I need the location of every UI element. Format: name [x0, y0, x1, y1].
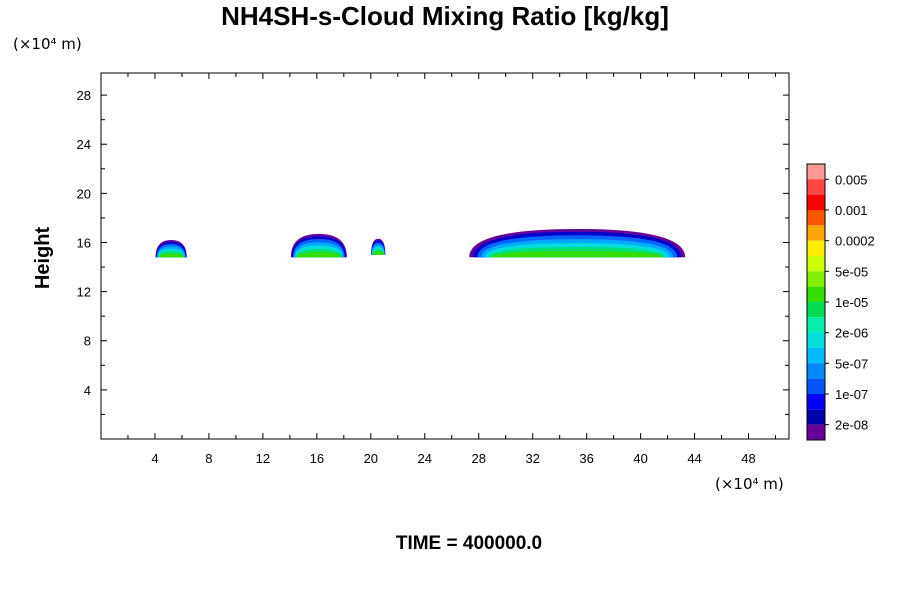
colorbar-label: 1e-07 — [835, 387, 868, 402]
colorbar-swatch — [807, 317, 825, 333]
colorbar-swatch — [807, 225, 825, 241]
x-axis-unit: (×10⁴ m) — [715, 475, 784, 493]
colorbar-label: 0.0002 — [835, 234, 875, 249]
colorbar-swatch — [807, 179, 825, 195]
colorbar-swatch — [807, 348, 825, 364]
x-axis-ticks: 4 8 12 16 20 24 28 32 36 40 44 48 — [127, 73, 777, 466]
colorbar-swatch — [807, 194, 825, 210]
colorbar-swatch — [807, 164, 825, 180]
colorbar-swatch — [807, 240, 825, 256]
y-tick-label: 28 — [77, 88, 91, 103]
x-tick-label: 40 — [633, 451, 647, 466]
cloud-1-band — [158, 253, 184, 258]
x-tick-label: 28 — [471, 451, 485, 466]
x-tick-label: 16 — [310, 451, 324, 466]
colorbar-swatch — [807, 271, 825, 287]
colorbar-swatch — [807, 256, 825, 272]
colorbar-swatch — [807, 378, 825, 394]
x-tick-label: 4 — [151, 451, 158, 466]
y-tick-label: 4 — [84, 383, 91, 398]
colorbar-swatch — [807, 302, 825, 318]
cloud-contours — [155, 228, 686, 258]
colorbar-swatch — [807, 210, 825, 226]
y-tick-label: 12 — [77, 285, 91, 300]
colorbar: 0.005 0.001 0.0002 5e-05 1e-05 2e-06 5e-07 1e-0… — [806, 163, 875, 441]
x-tick-label: 44 — [687, 451, 701, 466]
plot-frame — [100, 72, 790, 440]
y-tick-label: 16 — [77, 235, 91, 250]
cloud-3-band — [372, 251, 384, 255]
cloud-2-band — [296, 252, 341, 258]
colorbar-label: 1e-05 — [835, 295, 868, 310]
cloud-4-band — [492, 251, 663, 258]
y-axis-unit: (×10⁴ m) — [13, 35, 82, 53]
x-tick-label: 20 — [364, 451, 378, 466]
colorbar-label: 5e-05 — [835, 264, 868, 279]
x-tick-label: 48 — [741, 451, 755, 466]
colorbar-swatch — [807, 409, 825, 425]
colorbar-label: 0.005 — [835, 172, 868, 187]
y-axis-label: Height — [32, 227, 54, 290]
y-tick-label: 8 — [84, 334, 91, 349]
colorbar-swatch — [807, 424, 825, 440]
colorbar-swatch — [807, 286, 825, 302]
colorbar-swatch — [807, 363, 825, 379]
y-axis-ticks: 4 8 12 16 20 24 28 — [77, 88, 789, 415]
x-tick-label: 32 — [525, 451, 539, 466]
colorbar-swatch — [807, 332, 825, 348]
x-tick-label: 24 — [418, 451, 432, 466]
colorbar-swatch — [807, 394, 825, 410]
x-tick-label: 36 — [579, 451, 593, 466]
y-tick-label: 20 — [77, 186, 91, 201]
time-label: TIME = 400000.0 — [396, 533, 542, 554]
colorbar-label: 2e-06 — [835, 326, 868, 341]
colorbar-label: 0.001 — [835, 203, 868, 218]
colorbar-label: 2e-08 — [835, 418, 868, 433]
x-tick-label: 8 — [205, 451, 212, 466]
x-tick-label: 12 — [256, 451, 270, 466]
chart-title: NH4SH-s-Cloud Mixing Ratio [kg/kg] — [221, 1, 669, 31]
colorbar-label: 5e-07 — [835, 356, 868, 371]
y-tick-label: 24 — [77, 137, 91, 152]
